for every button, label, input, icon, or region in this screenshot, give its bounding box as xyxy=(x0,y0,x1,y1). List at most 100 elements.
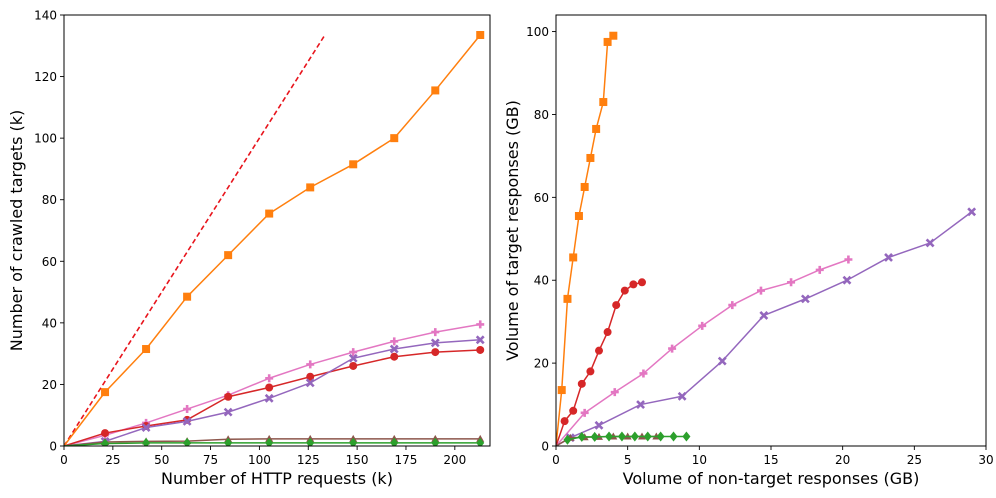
data-point-plus xyxy=(844,255,853,264)
x-tick-label: 0 xyxy=(552,453,560,467)
y-tick-label: 120 xyxy=(34,70,57,84)
data-point-square xyxy=(306,183,315,192)
data-point-x xyxy=(475,335,485,345)
series-5 xyxy=(563,431,691,445)
data-point-x xyxy=(305,378,315,388)
x-tick-label: 100 xyxy=(248,453,271,467)
data-point-square xyxy=(586,153,595,162)
data-point-square xyxy=(265,209,274,218)
data-point-x xyxy=(594,420,604,430)
y-tick-label: 0 xyxy=(541,440,549,454)
series-3 xyxy=(64,335,485,446)
x-tick-label: 0 xyxy=(60,453,68,467)
data-point-square xyxy=(599,98,608,107)
data-point-plus xyxy=(756,286,765,295)
data-point-square xyxy=(592,124,601,133)
data-point-plus xyxy=(815,265,824,274)
data-point-circle xyxy=(224,392,233,401)
series-2 xyxy=(556,278,646,446)
data-point-diamond xyxy=(577,431,586,442)
right-chart-panel: 0 5 10 15 20 25 30 0 20 40 60 80 100 Volume of non-ta… xyxy=(503,14,994,488)
data-point-plus xyxy=(183,405,192,414)
data-point-plus xyxy=(431,328,440,337)
data-point-diamond xyxy=(563,434,572,445)
data-point-diamond xyxy=(349,437,358,446)
data-point-plus xyxy=(787,278,796,287)
series-1 xyxy=(556,255,853,446)
data-point-square xyxy=(609,31,618,40)
data-point-circle xyxy=(476,345,485,354)
data-point-square xyxy=(349,160,358,169)
data-point-diamond xyxy=(306,437,315,446)
data-point-diamond xyxy=(224,437,233,446)
x-tick-label: 15 xyxy=(763,453,778,467)
data-point-circle xyxy=(306,372,315,381)
data-point-circle xyxy=(629,280,638,289)
y-tick-label: 100 xyxy=(526,25,549,39)
data-point-circle xyxy=(620,286,629,295)
data-point-circle xyxy=(612,301,621,310)
x-tick-label: 150 xyxy=(346,453,369,467)
data-point-plus xyxy=(639,369,648,378)
data-point-circle xyxy=(586,367,595,376)
data-point-plus xyxy=(698,321,707,330)
data-point-square xyxy=(603,37,612,46)
data-point-x xyxy=(842,275,852,285)
data-point-circle xyxy=(638,278,646,287)
x-tick-label: 125 xyxy=(297,453,320,467)
data-point-square xyxy=(580,182,589,191)
plot-area xyxy=(64,31,485,446)
data-point-square xyxy=(574,211,583,220)
x-tick-label: 30 xyxy=(978,453,993,467)
data-point-plus xyxy=(728,301,737,310)
y-tick-label: 60 xyxy=(534,191,549,205)
series-line xyxy=(556,211,973,446)
y-tick-label: 100 xyxy=(34,132,57,146)
data-point-x xyxy=(884,253,893,262)
y-tick-label: 0 xyxy=(49,440,57,454)
data-point-square xyxy=(224,251,233,260)
data-point-diamond xyxy=(476,437,485,446)
series-0 xyxy=(556,31,618,446)
data-point-x xyxy=(182,416,192,426)
x-tick-label: 25 xyxy=(907,453,922,467)
data-point-circle xyxy=(560,417,569,426)
data-point-x xyxy=(759,311,769,320)
data-point-x xyxy=(389,344,399,354)
data-point-plus xyxy=(476,320,485,329)
data-point-x xyxy=(636,400,645,409)
data-point-diamond xyxy=(142,437,151,446)
data-point-diamond xyxy=(669,431,678,442)
data-point-square xyxy=(563,294,572,303)
data-point-square xyxy=(431,86,440,95)
data-point-circle xyxy=(265,383,274,392)
data-point-diamond xyxy=(183,437,192,446)
axes-frame xyxy=(555,14,987,447)
data-point-diamond xyxy=(390,437,399,446)
y-tick-label: 80 xyxy=(534,108,549,122)
data-point-diamond xyxy=(590,431,599,442)
plot-area xyxy=(556,31,977,446)
data-point-circle xyxy=(390,352,399,361)
y-axis-label: Volume of target responses (GB) xyxy=(503,100,522,361)
series-line xyxy=(64,34,481,446)
data-point-diamond xyxy=(643,431,652,442)
data-point-x xyxy=(264,393,274,403)
data-point-circle xyxy=(603,328,612,337)
data-point-square xyxy=(183,292,192,301)
x-tick-label: 200 xyxy=(443,453,466,467)
y-tick-label: 60 xyxy=(42,255,57,269)
data-point-square xyxy=(569,253,578,262)
series-5 xyxy=(64,437,485,446)
y-tick-label: 20 xyxy=(42,378,57,392)
data-point-plus xyxy=(349,348,358,357)
data-point-circle xyxy=(569,406,578,415)
data-point-circle xyxy=(101,429,110,438)
x-axis-label: Volume of non-target responses (GB) xyxy=(623,469,920,488)
y-tick-label: 20 xyxy=(534,357,549,371)
data-point-circle xyxy=(577,379,586,388)
series-3 xyxy=(556,207,977,446)
axes-frame xyxy=(63,14,491,447)
y-tick-label: 40 xyxy=(42,316,57,330)
